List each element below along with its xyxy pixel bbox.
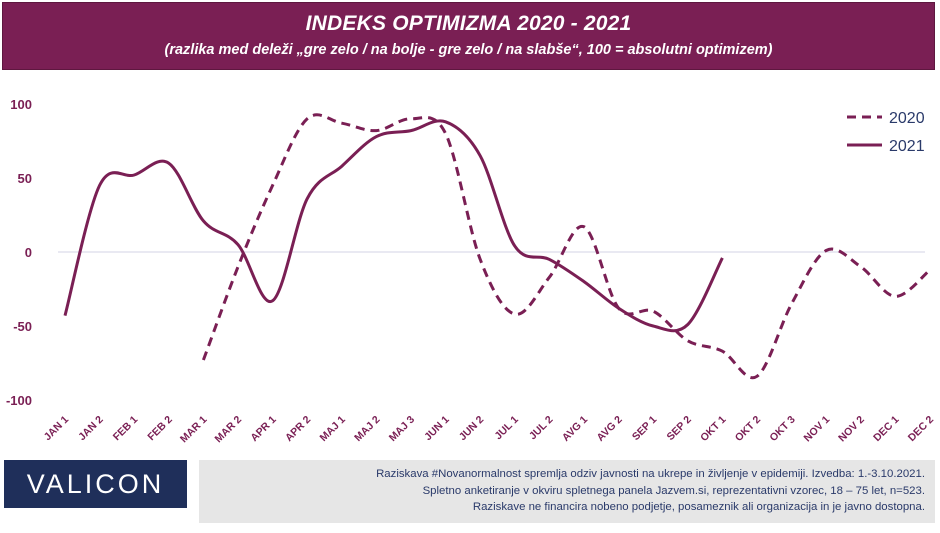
footer-line-2: Spletno anketiranje v okviru spletnega p…	[422, 484, 925, 497]
chart-header: INDEKS OPTIMIZMA 2020 - 2021 (razlika me…	[2, 2, 935, 70]
footer-note: Raziskava #Novanormalnost spremlja odziv…	[199, 460, 935, 523]
x-tick-label: APR 1	[248, 414, 278, 444]
y-tick-label: 0	[25, 245, 32, 260]
footer-line-1: Raziskava #Novanormalnost spremlja odziv…	[376, 468, 925, 480]
series-line-2020	[201, 113, 931, 380]
x-tick-label: MAR 1	[178, 414, 210, 446]
chart-subtitle: (razlika med deleži „gre zelo / na bolje…	[164, 42, 773, 58]
x-tick-label: OKT 2	[733, 414, 763, 444]
x-tick-label: NOV 1	[802, 414, 833, 445]
x-tick-label: SEP 1	[630, 414, 660, 444]
x-tick-label: DEC 1	[871, 414, 901, 444]
x-tick-label: APR 2	[283, 414, 313, 444]
x-tick-label: MAJ 2	[352, 414, 382, 444]
x-tick-label: AVG 1	[560, 414, 590, 444]
y-tick-label: -100	[6, 393, 32, 408]
x-tick-label: NOV 2	[836, 414, 867, 445]
legend-label-2021: 2021	[889, 138, 925, 155]
x-tick-label: JUN 2	[457, 414, 487, 444]
x-tick-label: OKT 3	[767, 414, 797, 444]
x-tick-label: SEP 2	[665, 414, 695, 444]
x-tick-label: JAN 2	[76, 414, 106, 444]
x-tick-label: JUN 1	[422, 414, 452, 444]
chart-title: INDEKS OPTIMIZMA 2020 - 2021	[305, 12, 632, 35]
footer-line-3: Raziskave ne financira nobeno podjetje, …	[472, 501, 925, 513]
y-tick-label: -50	[13, 319, 32, 334]
y-tick-label: 100	[10, 97, 32, 112]
x-tick-label: AVG 2	[595, 414, 625, 444]
x-tick-label: OKT 1	[698, 414, 728, 444]
x-tick-label: FEB 2	[145, 414, 175, 444]
x-tick-label: JUL 2	[527, 414, 556, 443]
series-line-2021	[63, 119, 724, 333]
x-tick-label: JAN 1	[42, 414, 72, 444]
x-tick-label: MAR 2	[213, 414, 245, 446]
valicon-logo: VALICON	[4, 460, 187, 508]
x-tick-label: MAJ 3	[387, 414, 417, 444]
x-tick-label: FEB 1	[111, 414, 141, 444]
legend-label-2020: 2020	[889, 110, 925, 127]
y-tick-label: 50	[18, 171, 32, 186]
x-tick-label: DEC 2	[906, 414, 936, 444]
x-tick-label: JUL 1	[492, 414, 521, 443]
x-tick-label: MAJ 1	[318, 414, 348, 444]
